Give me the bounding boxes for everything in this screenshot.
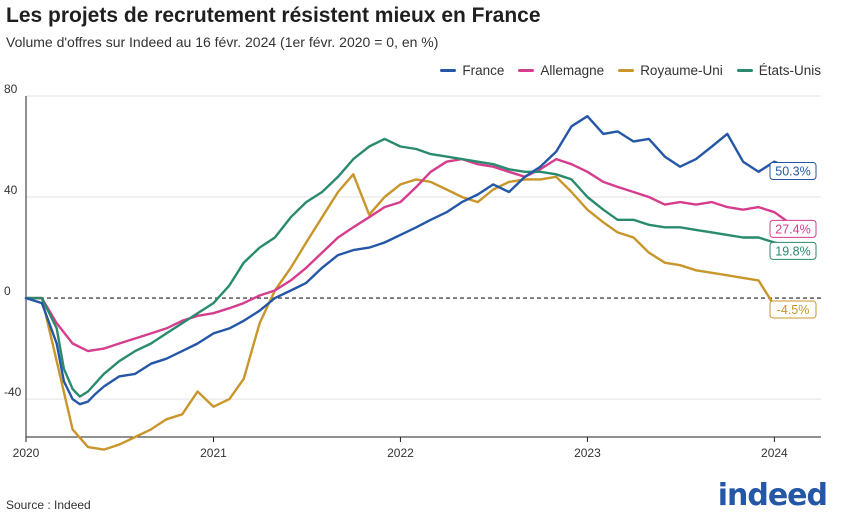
legend-item-royaume-uni[interactable]: Royaume-Uni [618,63,723,78]
series-lines [24,115,800,451]
end-label-value: 27.4% [775,222,810,236]
series-line-france[interactable] [24,115,800,406]
legend-swatch-royaume-uni [618,69,635,72]
gridlines [25,95,821,438]
legend-item-allemagne[interactable]: Allemagne [518,63,604,78]
x-tick-label: 2021 [200,446,227,460]
x-tick-label: 2022 [387,446,414,460]
end-label-value: 19.8% [775,244,810,258]
legend-label-allemagne: Allemagne [540,63,605,78]
legend-swatch-etats-unis [736,69,753,72]
indeed-logo: indeed [717,478,828,513]
legend-swatch-allemagne [518,69,535,72]
end-label-value: -4.5% [777,303,810,317]
series-line-allemagne[interactable] [24,157,800,353]
legend-label-france: France [462,63,505,78]
legend-label-royaume-uni: Royaume-Uni [640,63,723,78]
y-tick-label: -40 [4,385,22,399]
end-label-box [769,241,817,260]
legend-item-etats-unis[interactable]: États-Unis [736,63,821,78]
end-label-box [769,300,817,319]
y-tick-label: 40 [4,183,18,197]
y-tick-label: 0 [4,284,11,298]
chart-subtitle: Volume d'offres sur Indeed au 16 févr. 2… [6,34,439,50]
end-label-box [769,219,817,238]
x-tick-label: 2024 [761,446,788,460]
legend-label-etats-unis: États-Unis [758,63,821,78]
series-line--tats-unis[interactable] [24,137,800,398]
source-note: Source : Indeed [6,498,91,512]
end-labels: 50.3% 27.4% 19.8% -4.5% [769,162,817,319]
y-axis-ticks: 80 40 0 -40 [4,82,22,399]
legend-item-france[interactable]: France [440,63,504,78]
x-axis-ticks: 2020 2021 2022 2023 2024 [13,437,788,460]
x-tick-label: 2023 [574,446,601,460]
legend-swatch-france [440,69,457,72]
legend: France Allemagne Royaume-Uni États-Unis [440,63,821,78]
chart-title: Les projets de recrutement résistent mie… [6,4,541,27]
y-tick-label: 80 [4,82,18,96]
series-line-royaume-uni[interactable] [24,173,800,451]
end-label-box [769,162,817,181]
x-tick-label: 2020 [13,446,40,460]
end-label-value: 50.3% [775,165,810,179]
